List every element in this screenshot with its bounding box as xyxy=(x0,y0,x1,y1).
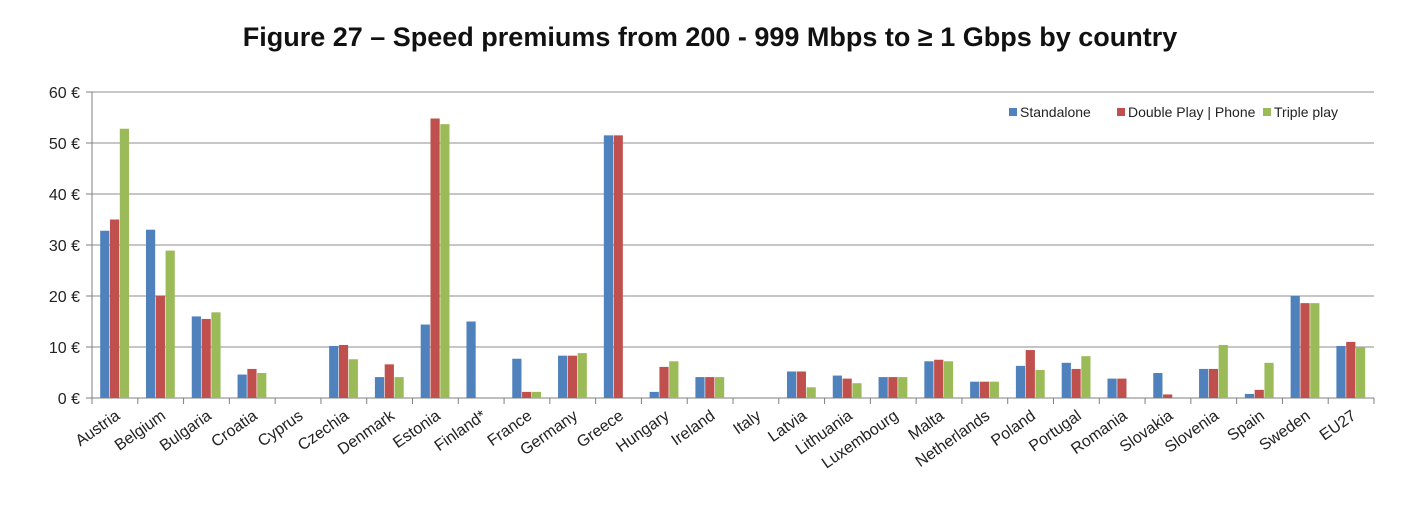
x-tick-label: Croatia xyxy=(209,407,261,451)
bar-double-play-phone xyxy=(1300,303,1310,398)
y-tick-label: 60 € xyxy=(49,85,80,102)
bar-double-play-phone xyxy=(567,355,578,398)
bar-triple-play xyxy=(119,128,129,398)
bar-triple-play xyxy=(165,250,175,398)
bar-standalone xyxy=(237,374,247,398)
bar-standalone xyxy=(1290,296,1300,398)
bar-triple-play xyxy=(1218,344,1228,398)
bar-triple-play xyxy=(715,377,725,398)
bar-standalone xyxy=(924,361,934,398)
bar-triple-play xyxy=(1310,303,1320,398)
bar-triple-play xyxy=(669,361,679,398)
bar-triple-play xyxy=(1035,369,1045,398)
y-tick-label: 50 € xyxy=(49,136,80,153)
bar-triple-play xyxy=(1264,362,1274,398)
bar-standalone xyxy=(1107,378,1117,398)
bar-standalone xyxy=(558,355,568,398)
x-tick-label: Ireland xyxy=(669,407,719,449)
bar-double-play-phone xyxy=(1254,389,1264,398)
bar-double-play-phone xyxy=(430,118,440,399)
bar-triple-play xyxy=(989,381,999,398)
bar-standalone xyxy=(374,377,385,398)
y-tick-label: 0 € xyxy=(58,391,80,408)
bar-double-play-phone xyxy=(247,368,257,398)
bar-double-play-phone xyxy=(1025,350,1035,398)
bar-triple-play xyxy=(852,383,862,398)
bar-double-play-phone xyxy=(613,135,623,398)
bar-standalone xyxy=(970,381,980,398)
x-tick-label: Sweden xyxy=(1256,407,1313,454)
bar-triple-play xyxy=(898,377,908,398)
bar-triple-play xyxy=(577,353,587,398)
bar-standalone xyxy=(878,377,888,398)
bar-standalone xyxy=(695,377,705,398)
bar-standalone xyxy=(1153,373,1163,398)
bar-double-play-phone xyxy=(705,377,715,398)
legend-label: Standalone xyxy=(1020,104,1091,120)
bar-triple-play xyxy=(394,377,404,398)
bar-triple-play xyxy=(1081,356,1091,398)
bar-standalone xyxy=(466,321,476,398)
bar-double-play-phone xyxy=(796,371,806,398)
bar-triple-play xyxy=(257,373,267,398)
legend-label: Double Play | Phone xyxy=(1128,104,1256,120)
bar-standalone xyxy=(786,371,797,398)
y-tick-label: 40 € xyxy=(49,187,80,204)
bar-triple-play xyxy=(1356,347,1366,398)
y-tick-label: 20 € xyxy=(49,289,80,306)
x-tick-label: Hungary xyxy=(613,407,672,456)
legend-swatch xyxy=(1117,108,1125,116)
bar-standalone xyxy=(420,324,430,398)
x-tick-label: Bulgaria xyxy=(157,407,215,455)
legend-swatch xyxy=(1263,108,1271,116)
bar-triple-play xyxy=(440,124,450,398)
bar-standalone xyxy=(100,230,110,398)
bar-standalone xyxy=(1336,345,1346,398)
bar-double-play-phone xyxy=(1071,368,1081,398)
bar-standalone xyxy=(145,229,156,398)
x-tick-label: EU27 xyxy=(1317,407,1360,444)
bar-standalone xyxy=(329,345,339,398)
bar-double-play-phone xyxy=(842,378,852,398)
bar-standalone xyxy=(649,391,659,398)
bar-triple-play xyxy=(943,361,954,398)
chart-title: Figure 27 – Speed premiums from 200 - 99… xyxy=(242,22,1178,52)
bar-double-play-phone xyxy=(201,318,211,398)
bar-double-play-phone xyxy=(1163,394,1173,398)
bar-double-play-phone xyxy=(522,391,532,398)
bar-double-play-phone xyxy=(1346,341,1356,398)
bar-standalone xyxy=(1244,393,1255,398)
bar-triple-play xyxy=(348,359,358,398)
bar-standalone xyxy=(191,316,201,398)
legend-label: Triple play xyxy=(1274,104,1338,120)
bar-double-play-phone xyxy=(338,344,349,398)
bar-double-play-phone xyxy=(979,381,990,398)
bar-triple-play xyxy=(211,312,221,398)
bar-triple-play xyxy=(531,391,542,398)
bar-double-play-phone xyxy=(384,364,394,398)
bar-standalone xyxy=(1015,365,1026,398)
bar-double-play-phone xyxy=(155,295,165,398)
bar-standalone xyxy=(1061,362,1071,398)
bar-double-play-phone xyxy=(109,219,120,398)
legend-swatch xyxy=(1009,108,1017,116)
x-tick-label: Finland* xyxy=(432,407,490,455)
bar-double-play-phone xyxy=(659,366,669,398)
bar-triple-play xyxy=(806,387,816,398)
y-tick-label: 30 € xyxy=(49,238,80,255)
bar-double-play-phone xyxy=(934,359,944,398)
bar-standalone xyxy=(512,358,522,398)
x-tick-label: Italy xyxy=(730,407,764,438)
bar-standalone xyxy=(603,135,614,398)
bar-double-play-phone xyxy=(1117,378,1127,398)
bar-double-play-phone xyxy=(888,377,898,398)
bar-standalone xyxy=(832,375,842,398)
bar-double-play-phone xyxy=(1208,368,1219,398)
y-tick-label: 10 € xyxy=(49,340,80,357)
bar-standalone xyxy=(1199,368,1209,398)
